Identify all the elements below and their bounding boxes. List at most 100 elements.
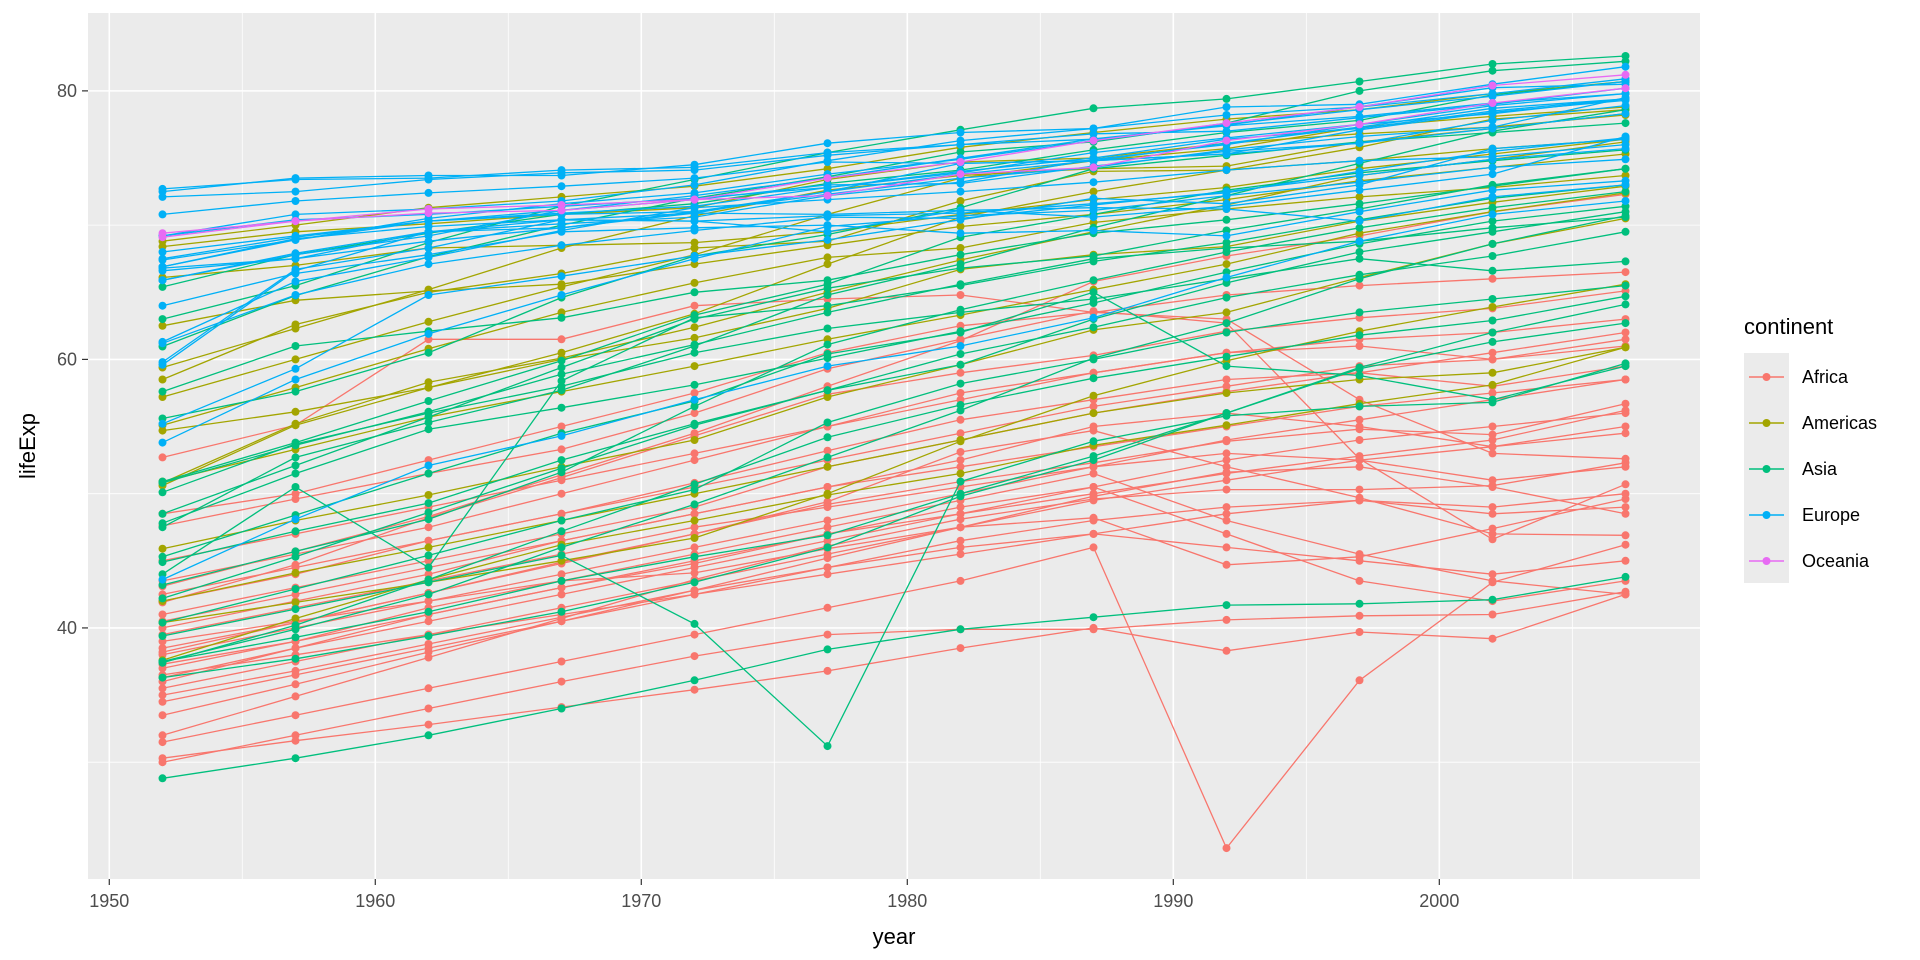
data-point — [1222, 94, 1231, 103]
series-europe-88 — [158, 132, 1630, 367]
data-point — [1089, 529, 1098, 538]
data-point — [823, 253, 832, 262]
data-point — [557, 456, 566, 465]
legend-key-point — [1762, 557, 1771, 565]
data-point — [1355, 223, 1364, 232]
data-point — [690, 652, 699, 661]
y-tick-label: 40 — [57, 618, 77, 638]
data-point — [1222, 436, 1231, 444]
data-point — [823, 235, 832, 244]
data-point — [158, 315, 167, 324]
data-point — [1222, 202, 1231, 211]
data-point — [1621, 213, 1630, 222]
data-point — [1621, 422, 1630, 431]
data-point — [1621, 176, 1630, 185]
data-point — [158, 754, 167, 763]
legend-key-point — [1762, 465, 1771, 473]
data-point — [1355, 186, 1364, 195]
series-line — [162, 143, 1626, 343]
data-point — [158, 644, 167, 653]
legend-title: continent — [1744, 314, 1833, 339]
series-line — [162, 462, 1626, 736]
series-line — [162, 318, 1626, 582]
data-point — [823, 183, 832, 192]
data-point — [1222, 560, 1231, 569]
series-line — [162, 193, 1626, 587]
data-point — [424, 253, 433, 262]
series-line — [162, 215, 1626, 663]
data-point — [424, 597, 433, 606]
data-point — [1621, 375, 1630, 384]
series-africa-17 — [158, 590, 1630, 763]
data-point — [690, 395, 699, 404]
data-point — [1621, 335, 1630, 344]
data-point — [956, 187, 965, 196]
series-line — [162, 60, 1626, 348]
data-point — [1355, 77, 1364, 86]
data-point — [1488, 152, 1497, 161]
series-line — [162, 486, 1626, 665]
data-point — [1621, 590, 1630, 599]
data-point — [1621, 101, 1630, 110]
data-point — [1089, 323, 1098, 332]
data-point — [1355, 342, 1364, 350]
data-point — [1089, 469, 1098, 478]
data-point — [1089, 213, 1098, 222]
data-point — [1621, 328, 1630, 337]
legend-key-point — [1762, 419, 1771, 427]
series-line — [162, 322, 1626, 679]
data-point — [1355, 112, 1364, 121]
data-point — [1621, 292, 1630, 301]
x-tick-label: 1950 — [89, 891, 129, 911]
data-point — [823, 570, 832, 579]
data-point — [1222, 409, 1231, 418]
series-line — [162, 499, 1626, 676]
data-point — [1488, 239, 1497, 248]
data-point — [690, 288, 699, 297]
data-point — [690, 323, 699, 332]
data-point — [1222, 516, 1231, 525]
data-point — [424, 523, 433, 532]
data-point — [823, 531, 832, 540]
data-point — [158, 210, 167, 219]
data-point — [424, 640, 433, 648]
data-point — [823, 221, 832, 230]
data-point — [1222, 260, 1231, 269]
data-point — [690, 223, 699, 232]
data-point — [1089, 543, 1098, 552]
x-tick-label: 1970 — [621, 891, 661, 911]
series-line — [162, 180, 1626, 307]
data-point — [1222, 476, 1231, 485]
series-line — [162, 284, 1626, 624]
legend-item-oceania: Oceania — [1749, 551, 1870, 571]
series-line — [162, 174, 1626, 426]
data-point — [424, 684, 433, 693]
series-americas-45 — [158, 343, 1630, 606]
data-point — [291, 175, 300, 184]
data-point — [1621, 140, 1630, 149]
data-point — [291, 387, 300, 396]
series-line — [162, 168, 1626, 393]
data-point — [291, 614, 300, 623]
data-point — [1222, 328, 1231, 337]
data-point — [1222, 456, 1231, 465]
data-point — [1621, 119, 1630, 128]
data-point — [1488, 210, 1497, 219]
series-line — [162, 66, 1626, 193]
series-asia-63 — [158, 227, 1630, 603]
data-point — [557, 226, 566, 235]
data-point — [956, 456, 965, 465]
data-point — [291, 197, 300, 205]
data-point — [823, 453, 832, 462]
data-point — [690, 380, 699, 389]
data-point — [1488, 252, 1497, 260]
data-point — [291, 605, 300, 614]
data-point — [424, 348, 433, 357]
data-point — [158, 774, 167, 783]
data-point — [1621, 343, 1630, 352]
data-point — [823, 354, 832, 363]
series-line — [162, 291, 1626, 558]
data-point — [557, 356, 566, 365]
data-point — [158, 711, 167, 720]
data-point — [1488, 303, 1497, 311]
